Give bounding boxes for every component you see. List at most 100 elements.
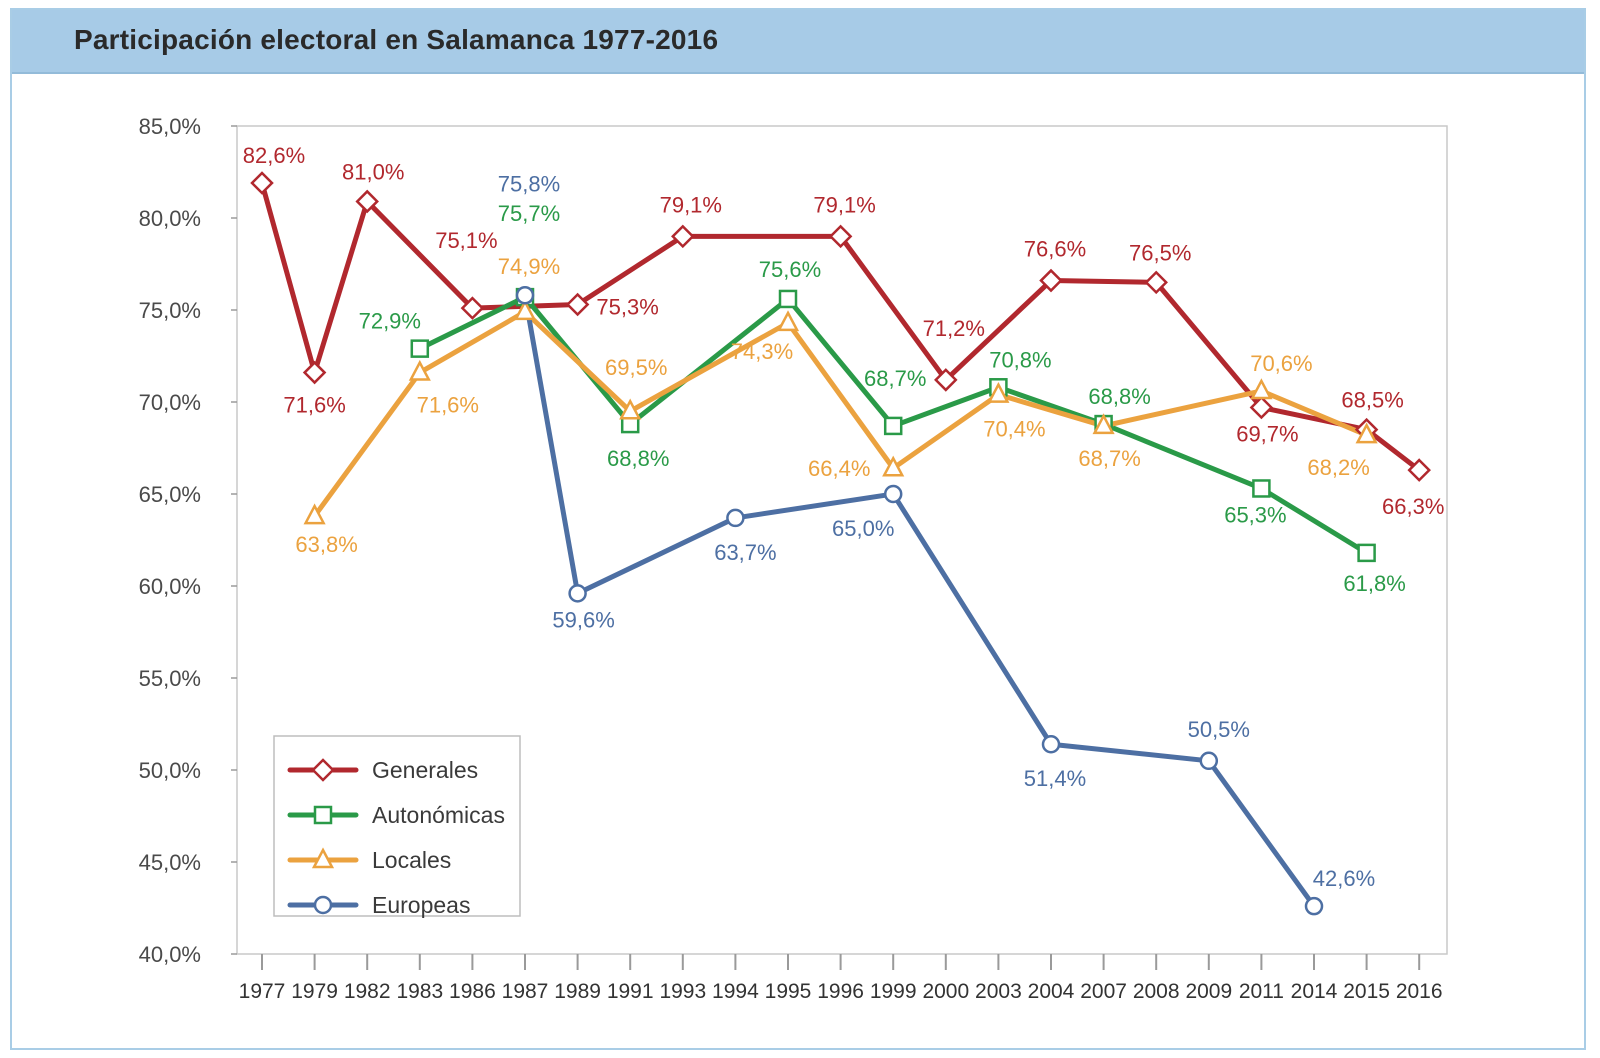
data-label: 71,2% [923, 316, 985, 341]
data-label: 69,5% [605, 355, 667, 380]
data-label: 51,4% [1024, 766, 1086, 791]
x-tick-label: 1995 [765, 980, 812, 1003]
legend-marker [311, 847, 335, 869]
data-point-marker [1039, 268, 1063, 293]
x-tick-label: 2007 [1080, 980, 1127, 1003]
data-label: 79,1% [813, 192, 875, 217]
data-point-marker [987, 381, 1010, 403]
data-point-marker [515, 286, 535, 305]
data-point-marker [1407, 458, 1431, 482]
y-tick-label: 40,0% [139, 942, 201, 967]
data-label: 75,3% [596, 294, 658, 319]
data-point-marker [1304, 896, 1324, 916]
data-label: 76,6% [1024, 237, 1086, 262]
y-tick-label: 50,0% [139, 758, 201, 783]
data-label: 68,2% [1307, 455, 1369, 480]
data-label: 42,6% [1313, 866, 1375, 891]
legend-marker [313, 805, 333, 825]
data-point-marker [302, 360, 327, 385]
data-point-marker [1250, 378, 1273, 400]
data-label: 68,8% [607, 446, 669, 471]
y-tick-label: 65,0% [139, 482, 201, 507]
data-point-marker [250, 171, 274, 195]
data-label: 75,7% [498, 201, 560, 226]
data-point-marker [513, 299, 537, 321]
data-label: 65,3% [1224, 502, 1286, 527]
x-tick-label: 1999 [870, 980, 917, 1003]
data-point-marker [934, 368, 958, 392]
data-label: 65,0% [832, 516, 894, 541]
series-line-locales [312, 309, 1370, 519]
data-label: 70,4% [983, 417, 1045, 442]
x-tick-label: 2014 [1291, 980, 1338, 1003]
y-tick-label: 60,0% [139, 574, 201, 599]
chart-title: Participación electoral en Salamanca 197… [74, 24, 719, 55]
data-label: 50,5% [1188, 717, 1250, 742]
data-label: 69,7% [1236, 422, 1298, 447]
data-point-marker [1092, 413, 1115, 435]
data-point-marker [460, 296, 485, 320]
data-label: 75,6% [759, 257, 821, 282]
x-tick-label: 2000 [922, 980, 969, 1003]
data-point-marker [1249, 395, 1274, 420]
data-label: 74,9% [498, 254, 560, 279]
data-point-marker [1041, 734, 1061, 754]
data-label: 72,9% [359, 309, 421, 334]
data-label: 68,7% [864, 366, 926, 391]
x-tick-label: 2003 [975, 980, 1022, 1003]
x-tick-label: 1979 [291, 980, 338, 1003]
x-tick-label: 2008 [1133, 980, 1180, 1003]
data-point-marker [726, 508, 745, 528]
y-tick-label: 55,0% [139, 666, 201, 691]
data-point-marker [410, 339, 430, 358]
data-label: 59,6% [552, 607, 614, 632]
data-label: 79,1% [660, 192, 722, 217]
data-point-marker [568, 584, 587, 603]
data-point-marker [408, 359, 431, 381]
data-label: 71,6% [283, 393, 345, 418]
data-point-marker [776, 310, 800, 332]
data-label: 76,5% [1129, 240, 1191, 265]
legend-label: Generales [372, 757, 478, 783]
legend-label: Europeas [372, 892, 470, 918]
x-tick-label: 1982 [344, 980, 391, 1003]
legend-label: Locales [372, 847, 451, 873]
y-tick-label: 70,0% [139, 390, 201, 415]
data-label: 82,6% [243, 143, 305, 168]
data-label: 63,8% [295, 532, 357, 557]
data-label: 71,6% [417, 393, 479, 418]
x-tick-label: 1977 [239, 980, 286, 1003]
data-label: 68,5% [1341, 388, 1403, 413]
data-point-marker [1357, 543, 1376, 563]
legend-marker [311, 758, 335, 782]
data-point-marker [883, 416, 903, 436]
x-tick-label: 2011 [1239, 980, 1284, 1003]
data-point-marker [1144, 270, 1168, 295]
data-label: 63,7% [714, 540, 776, 565]
data-point-marker [1199, 751, 1219, 771]
y-tick-label: 45,0% [139, 850, 201, 875]
data-label: 81,0% [342, 159, 404, 184]
x-tick-label: 1983 [396, 980, 443, 1003]
x-tick-label: 1987 [502, 980, 549, 1003]
data-label: 68,8% [1088, 384, 1150, 409]
data-point-marker [882, 455, 905, 477]
data-label: 74,3% [731, 339, 793, 364]
y-tick-label: 85,0% [139, 114, 201, 139]
data-label: 66,3% [1382, 494, 1444, 519]
data-label: 70,6% [1250, 351, 1312, 376]
data-point-marker [1355, 422, 1378, 444]
data-label: 75,1% [435, 228, 497, 253]
x-tick-label: 1994 [712, 980, 759, 1003]
data-point-marker [355, 189, 379, 214]
data-label: 75,8% [498, 171, 560, 196]
data-point-marker [619, 398, 642, 420]
x-tick-label: 2009 [1185, 980, 1232, 1003]
x-tick-label: 2004 [1028, 980, 1075, 1003]
legend-marker [313, 895, 333, 915]
data-label: 70,8% [989, 347, 1051, 372]
data-label: 68,7% [1078, 446, 1140, 471]
x-tick-label: 2015 [1343, 980, 1390, 1003]
data-point-marker [565, 292, 590, 317]
